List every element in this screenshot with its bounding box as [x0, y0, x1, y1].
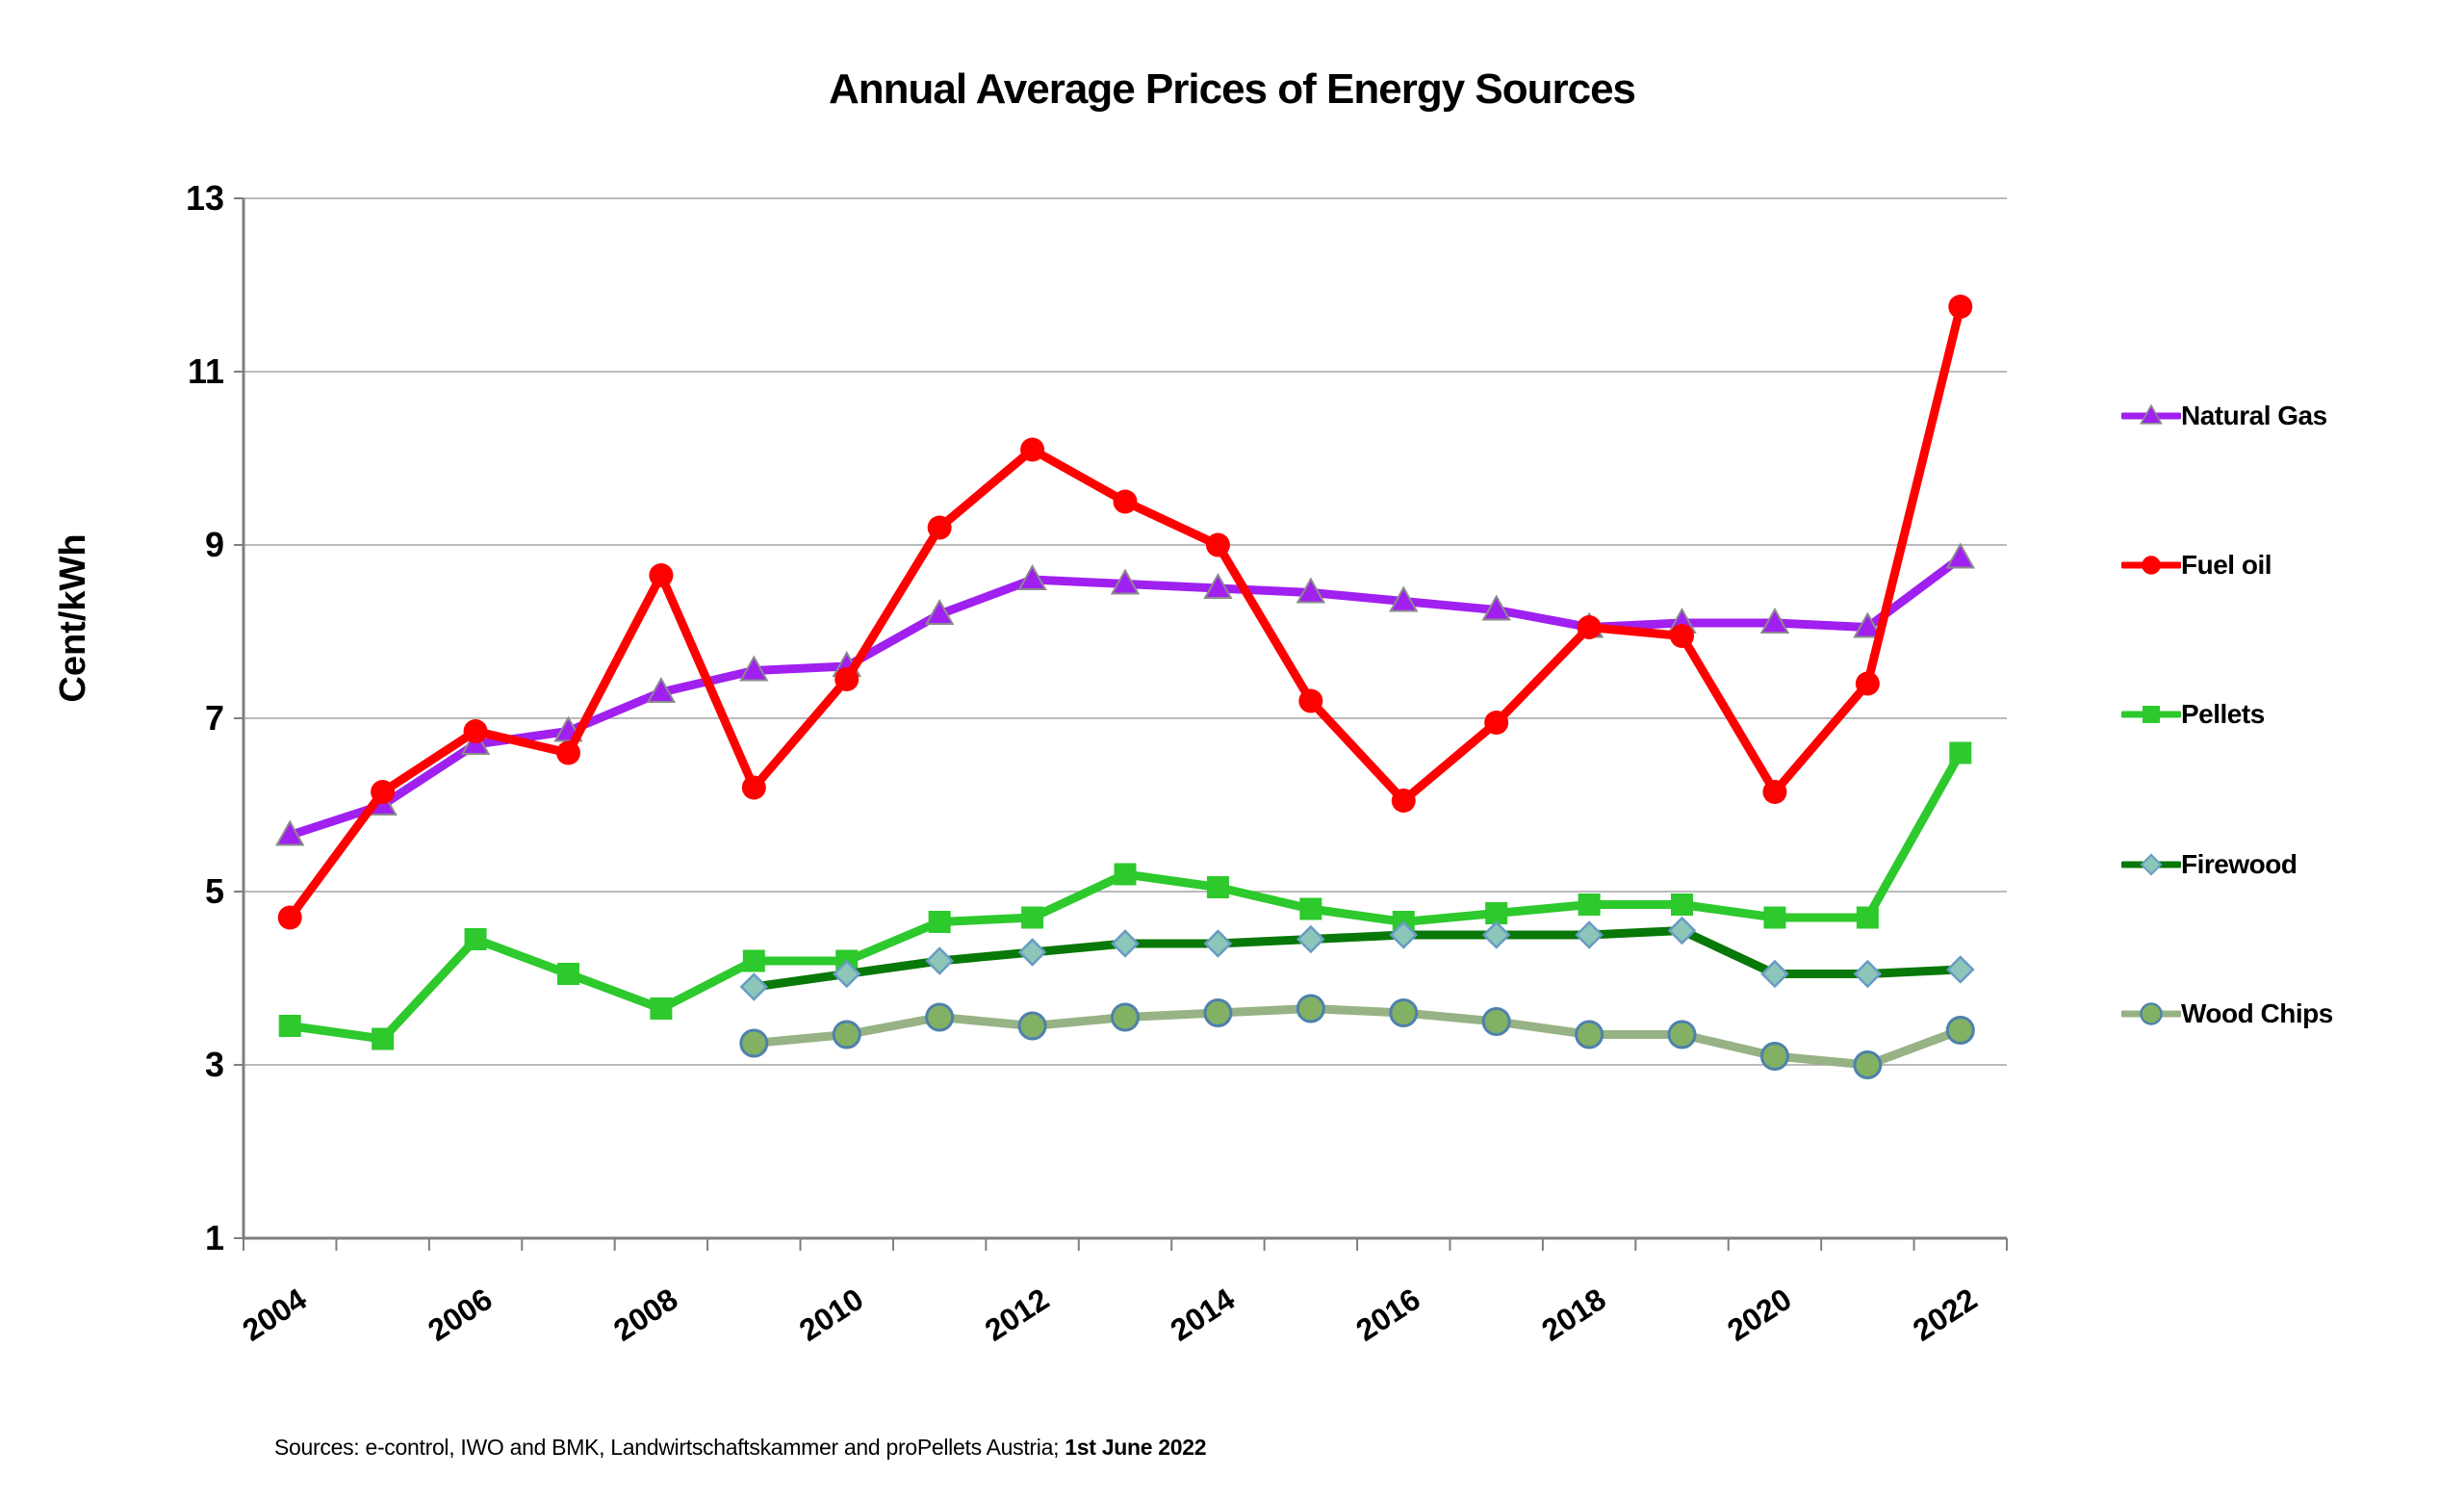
svg-text:13: 13 [186, 178, 224, 218]
sources-note: Sources: e-control, IWO and BMK, Landwir… [274, 1435, 1207, 1461]
svg-text:2020: 2020 [1721, 1282, 1797, 1348]
legend-item-natural-gas: Natural Gas [2121, 397, 2327, 435]
legend-label: Pellets [2181, 699, 2265, 729]
svg-text:1: 1 [205, 1218, 224, 1257]
svg-text:2022: 2022 [1907, 1282, 1983, 1348]
svg-text:11: 11 [188, 351, 224, 391]
svg-text:2016: 2016 [1349, 1282, 1425, 1348]
firewood-line-marker-icon [2121, 853, 2181, 876]
chart-title: Annual Average Prices of Energy Sources [828, 65, 1636, 113]
svg-text:2018: 2018 [1535, 1282, 1611, 1348]
svg-text:3: 3 [205, 1045, 224, 1084]
svg-text:5: 5 [205, 871, 224, 911]
svg-text:7: 7 [205, 698, 224, 738]
chart-legend: Natural Gas Fuel oil Pellets Firewood Wo… [2121, 0, 2458, 1502]
sources-text: Sources: e-control, IWO and BMK, Landwir… [274, 1435, 1065, 1460]
svg-text:2010: 2010 [793, 1282, 869, 1348]
svg-text:2014: 2014 [1165, 1282, 1241, 1348]
svg-text:2012: 2012 [979, 1282, 1055, 1348]
svg-text:2004: 2004 [236, 1282, 312, 1348]
legend-label: Fuel oil [2181, 550, 2272, 580]
svg-text:2008: 2008 [607, 1282, 683, 1348]
legend-label: Wood Chips [2181, 998, 2333, 1028]
legend-item-wood-chips: Wood Chips [2121, 995, 2333, 1033]
svg-text:9: 9 [205, 525, 224, 564]
legend-item-fuel-oil: Fuel oil [2121, 546, 2272, 584]
svg-text:2006: 2006 [422, 1282, 498, 1348]
pellets-line-marker-icon [2121, 706, 2181, 723]
legend-label: Firewood [2181, 849, 2297, 879]
legend-item-pellets: Pellets [2121, 695, 2265, 734]
natural-gas-line-marker-icon [2121, 403, 2181, 425]
sources-date: 1st June 2022 [1065, 1435, 1207, 1460]
wood-chips-line-marker-icon [2121, 1002, 2181, 1025]
legend-item-firewood: Firewood [2121, 845, 2297, 884]
fuel-oil-line-marker-icon [2121, 556, 2181, 575]
legend-label: Natural Gas [2181, 401, 2327, 430]
